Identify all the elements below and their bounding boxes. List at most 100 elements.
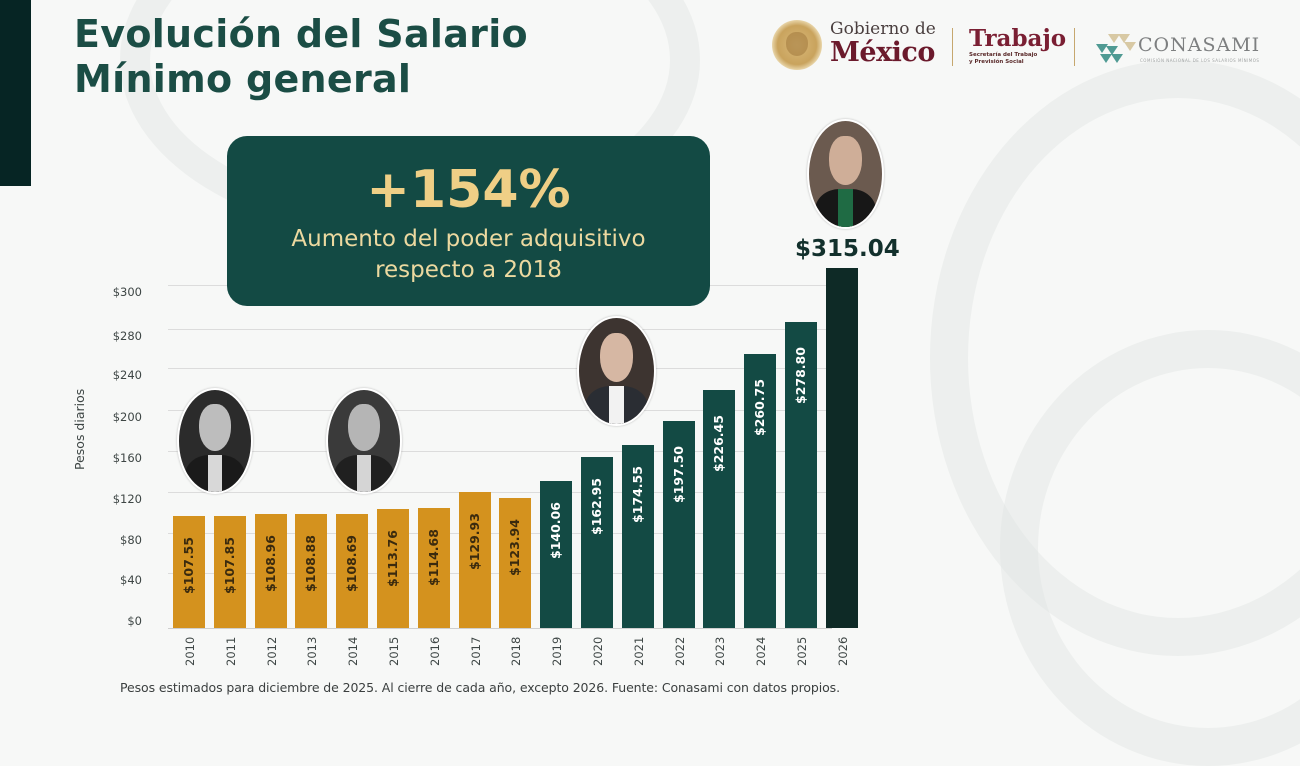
bar-value-label: $140.06 <box>540 481 572 628</box>
x-tick-label: 2022 <box>663 632 695 674</box>
bar-2026-value-label: $315.04 <box>795 236 900 262</box>
header-logos: Gobierno de México Trabajo Secretaría de… <box>772 18 1272 70</box>
x-tick-label: 2024 <box>744 632 776 674</box>
portrait-face <box>199 404 231 452</box>
bar-2022: $197.50 <box>663 421 695 628</box>
y-tick-label: $200 <box>112 410 142 424</box>
bar-2012: $108.96 <box>255 514 287 628</box>
x-tick-label: 2026 <box>826 632 858 674</box>
bar-2017: $129.93 <box>459 492 491 628</box>
bar-2020: $162.95 <box>581 457 613 628</box>
bar-value-label: $108.88 <box>295 514 327 628</box>
bar-value-label: $197.50 <box>663 421 695 628</box>
x-tick-label: 2025 <box>785 632 817 674</box>
portrait-face <box>600 332 633 382</box>
x-tick-text: 2026 <box>836 636 850 666</box>
portrait-face <box>829 135 862 185</box>
x-tick-label: 2014 <box>336 632 368 674</box>
bar-value-label: $114.68 <box>418 508 450 628</box>
bar-value-text: $108.96 <box>263 535 278 592</box>
callout-headline: +154% <box>366 160 571 220</box>
gridline <box>168 368 832 369</box>
x-tick-label: 2020 <box>581 632 613 674</box>
bar-2010: $107.55 <box>173 516 205 628</box>
x-tick-label: 2021 <box>622 632 654 674</box>
bar-2025: $278.80 <box>785 322 817 628</box>
bar-value-text: $114.68 <box>426 529 441 586</box>
y-tick-label: $40 <box>120 573 142 587</box>
bar-2019: $140.06 <box>540 481 572 628</box>
x-axis-baseline <box>168 628 832 629</box>
bar-value-text: $129.93 <box>467 513 482 570</box>
bar-2013: $108.88 <box>295 514 327 628</box>
x-tick-text: 2011 <box>224 636 238 666</box>
x-tick-text: 2022 <box>673 636 687 666</box>
bar-2011: $107.85 <box>214 516 246 628</box>
bar-2024: $260.75 <box>744 354 776 628</box>
portrait-face <box>348 404 380 452</box>
bar-value-text: $174.55 <box>630 466 645 523</box>
page-title: Evolución del Salario Mínimo general <box>74 12 528 102</box>
x-tick-label: 2017 <box>459 632 491 674</box>
bar-value-label: $278.80 <box>785 322 817 628</box>
y-tick-label: $300 <box>112 285 142 299</box>
page-title-line1: Evolución del Salario <box>74 12 528 56</box>
bar-value-text: $108.69 <box>344 535 359 592</box>
x-tick-text: 2014 <box>346 636 360 666</box>
bar-2015: $113.76 <box>377 509 409 628</box>
source-footnote: Pesos estimados para diciembre de 2025. … <box>120 680 840 695</box>
bar-value-label: $107.55 <box>173 516 205 628</box>
bar-value-label: $107.85 <box>214 516 246 628</box>
y-tick-label: $160 <box>112 451 142 465</box>
portrait-calderon <box>177 388 253 494</box>
y-tick-label: $0 <box>127 614 142 628</box>
bar-value-text: $162.95 <box>589 478 604 535</box>
x-tick-text: 2019 <box>550 636 564 666</box>
bar-value-text: $140.06 <box>548 502 563 559</box>
x-tick-text: 2024 <box>754 636 768 666</box>
y-tick-label: $80 <box>120 533 142 547</box>
portrait-collar <box>838 188 853 227</box>
bar-value-text: $107.85 <box>222 537 237 594</box>
mexico-seal-icon <box>772 20 822 70</box>
callout-line2: respecto a 2018 <box>375 257 562 283</box>
bar-2026 <box>826 268 858 628</box>
x-tick-text: 2015 <box>387 636 401 666</box>
portrait-pena-nieto <box>326 388 402 494</box>
logo-divider <box>1074 28 1075 66</box>
gridline <box>168 492 832 493</box>
x-tick-text: 2016 <box>428 636 442 666</box>
bar-value-label: $123.94 <box>499 498 531 628</box>
y-tick-label: $120 <box>112 492 142 506</box>
bar-value-label: $162.95 <box>581 457 613 628</box>
y-axis-title: Pesos diarios <box>72 388 87 470</box>
x-tick-text: 2012 <box>265 636 279 666</box>
bar-value-text: $113.76 <box>385 530 400 587</box>
bar-value-label: $108.96 <box>255 514 287 628</box>
gobierno-de-mexico-logo: Gobierno de México <box>830 19 936 68</box>
trabajo-logo: Trabajo Secretaría del Trabajo y Previsi… <box>969 25 1067 66</box>
x-tick-label: 2019 <box>540 632 572 674</box>
bar-2023: $226.45 <box>703 390 735 628</box>
portrait-collar <box>609 385 624 424</box>
bar-2016: $114.68 <box>418 508 450 628</box>
x-tick-text: 2017 <box>469 636 483 666</box>
highlight-callout: +154% Aumento del poder adquisitivo resp… <box>227 136 710 306</box>
x-tick-text: 2010 <box>183 636 197 666</box>
gridline <box>168 451 832 452</box>
x-tick-label: 2013 <box>295 632 327 674</box>
bar-2018: $123.94 <box>499 498 531 628</box>
bar-2021: $174.55 <box>622 445 654 628</box>
gridline <box>168 410 832 411</box>
bar-value-label: $113.76 <box>377 509 409 628</box>
x-tick-label: 2018 <box>499 632 531 674</box>
portrait-sheinbaum <box>807 119 884 229</box>
portrait-lopez-obrador <box>577 316 656 426</box>
bar-value-label: $260.75 <box>744 354 776 628</box>
x-tick-text: 2021 <box>632 636 646 666</box>
bar-value-text: $278.80 <box>793 347 808 404</box>
bar-value-label: $129.93 <box>459 492 491 628</box>
bar-value-text: $108.88 <box>303 535 318 592</box>
bar-value-label: $226.45 <box>703 390 735 628</box>
y-tick-label: $240 <box>112 368 142 382</box>
